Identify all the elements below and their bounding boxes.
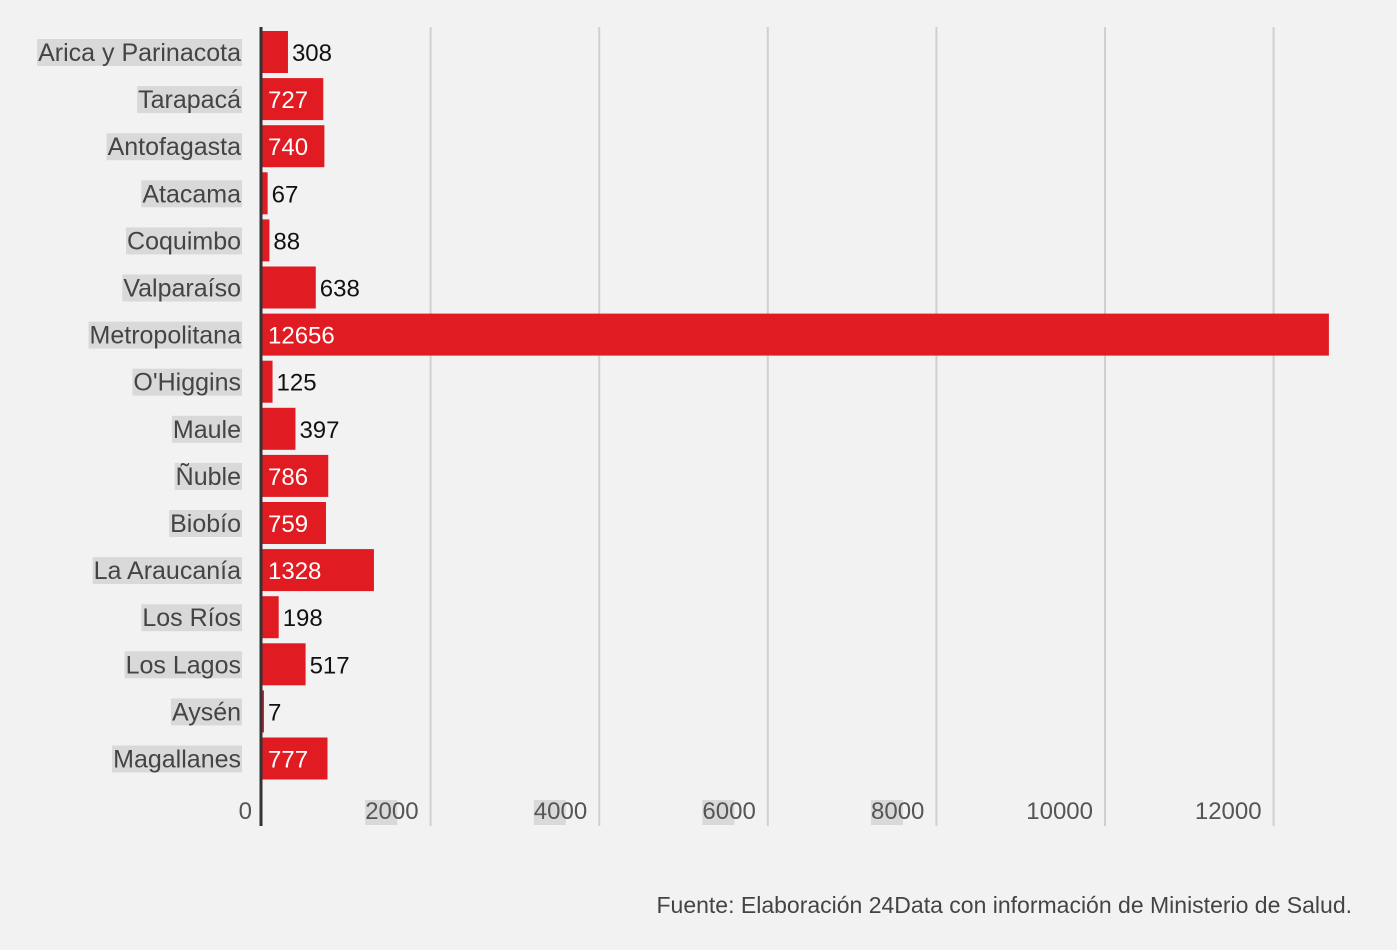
category-label-highlight [88,321,243,349]
bar [262,78,324,121]
category-label-highlight [112,745,242,773]
bar [262,596,279,639]
x-tick-label: 6000 [702,798,755,825]
bar [262,172,268,215]
category-labels: Arica y Parinacota Tarapacá Antofagasta Ata… [37,39,243,774]
value-label: 198 [283,605,323,632]
category-label: O'Higgins [133,369,241,397]
x-tick-label: 12000 [1195,798,1262,825]
bar [262,125,325,168]
category-label: Atacama [142,180,241,208]
bar [262,454,329,497]
value-label: 88 [273,228,300,255]
value-label: 517 [310,652,350,679]
bar [262,266,316,309]
x-tick-label: 4000 [534,798,587,825]
category-label-highlight [122,274,242,302]
category-label: Antofagasta [108,133,242,161]
category-label: Valparaíso [123,275,241,303]
category-label: Tarapacá [138,86,241,114]
bar [262,407,296,450]
value-label: 727 [268,87,308,114]
category-label-highlight [169,510,242,537]
category-label: Los Ríos [142,604,241,632]
bar [262,690,264,733]
source-note: Fuente: Elaboración 24Data con informaci… [656,892,1352,918]
category-label: Biobío [170,510,241,538]
x-tick-label: 2000 [365,798,418,825]
tick-label-highlight [365,800,398,825]
x-tick-labels: 0 2000 4000 6000 8000 10000 12000 [239,798,1262,825]
value-label: 786 [268,464,308,491]
value-label: 740 [268,134,308,161]
category-label: Coquimbo [127,227,241,255]
category-label: Metropolitana [90,322,242,350]
category-label: Aysén [172,698,241,726]
category-label-highlight [132,368,242,396]
category-label-highlight [141,180,243,208]
category-label-highlight [137,86,243,114]
bar [262,737,328,780]
value-label: 777 [268,747,308,774]
value-labels: 308 727 740 67 88 638 12656 125 397 786 759 1328 198… [268,40,360,774]
value-label: 12656 [268,323,335,350]
category-label: Ñuble [176,462,241,491]
bar [262,360,273,403]
value-label: 7 [268,699,281,726]
x-tick-label: 8000 [871,798,924,825]
category-label-highlight [37,39,243,66]
category-label-highlight [92,557,243,585]
bars [262,31,1329,780]
value-label: 67 [272,181,299,208]
value-label: 308 [292,40,332,67]
bar [262,313,1329,356]
tick-label-highlight [533,800,566,825]
bar [262,502,326,544]
gridlines [429,27,1275,826]
x-tick-label: 10000 [1026,798,1093,825]
category-label: Los Lagos [126,651,241,679]
category-label-highlight [171,415,242,443]
category-label-highlight [106,133,243,161]
x-tick-label: 0 [239,798,252,825]
category-label-highlight [170,698,242,726]
value-label: 759 [268,511,308,538]
bar [262,643,306,686]
category-label-highlight [174,462,242,490]
category-label-highlight [126,227,242,255]
tick-label-highlight [871,800,904,825]
bar [262,219,270,262]
value-label: 397 [299,417,339,444]
category-label: Maule [173,416,241,444]
category-label: La Araucanía [94,557,241,585]
value-label: 125 [277,370,317,397]
category-label-highlight [124,651,242,679]
tick-label-highlight [702,800,735,825]
bar [262,31,288,73]
category-label-highlight [141,604,242,632]
value-label: 1328 [268,558,321,585]
value-label: 638 [320,276,360,303]
category-label: Magallanes [113,746,241,774]
bar [262,549,374,592]
category-label: Arica y Parinacota [38,39,241,67]
